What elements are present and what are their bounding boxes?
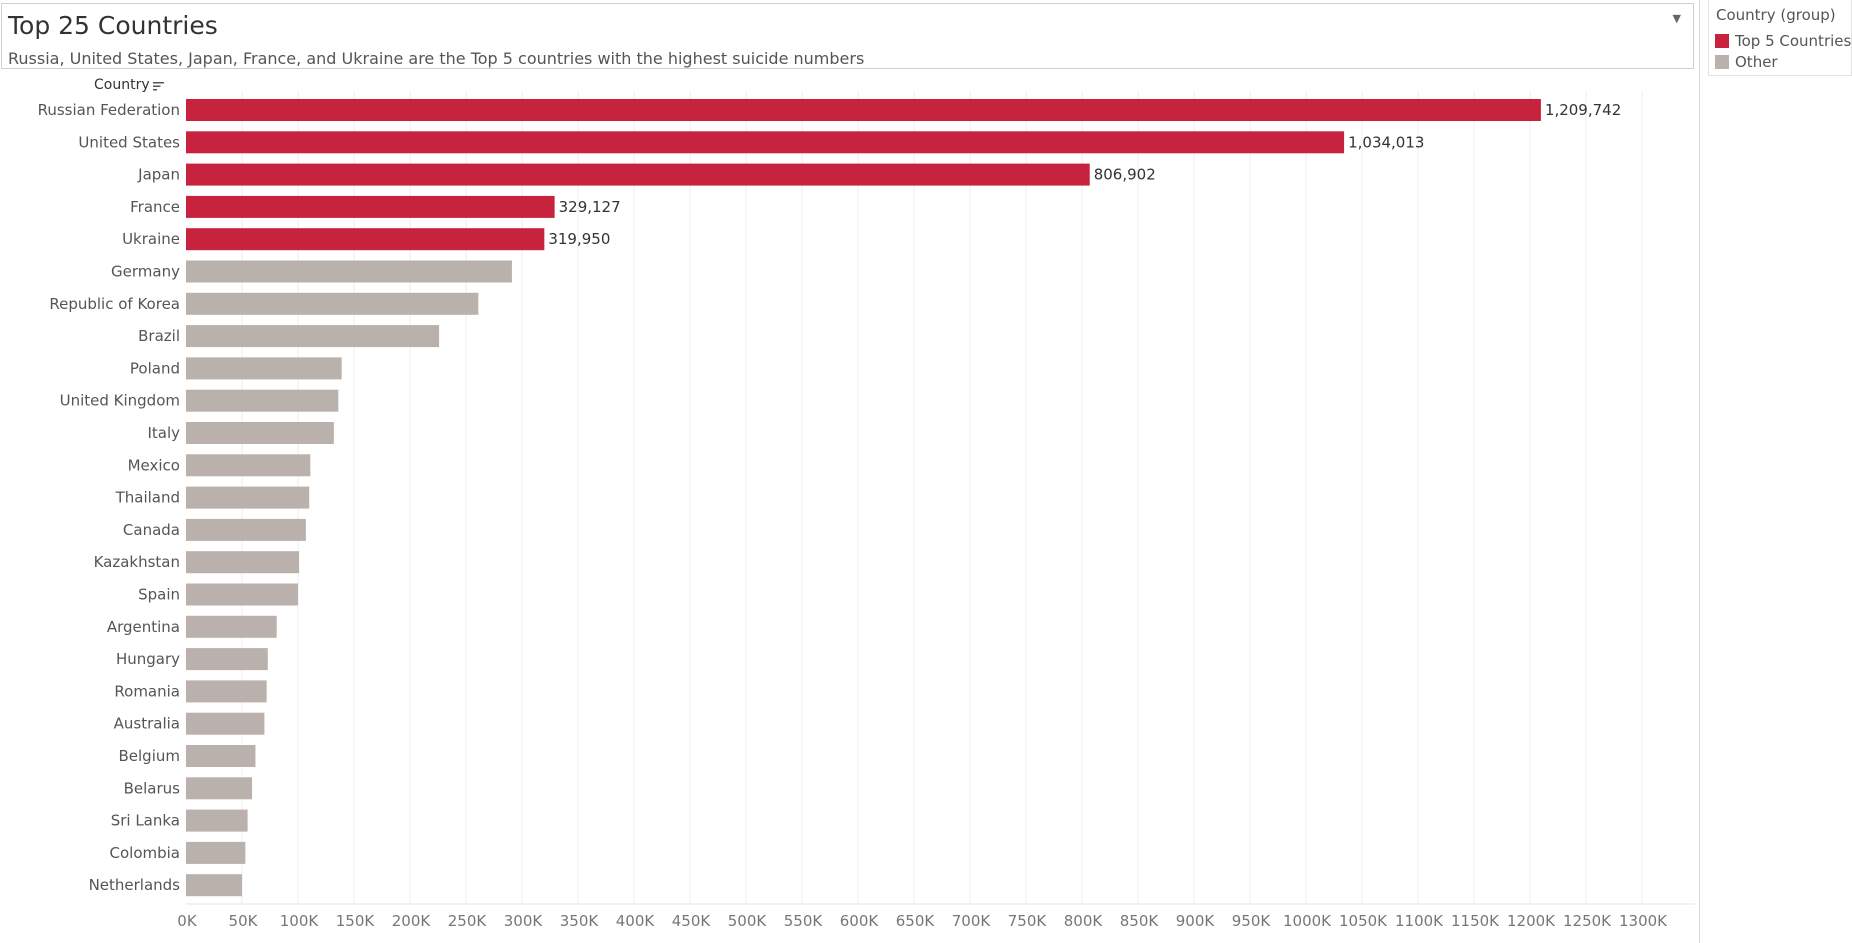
bar[interactable]	[186, 518, 306, 541]
legend-swatch-top5	[1715, 34, 1729, 48]
x-tick-label: 300K	[504, 912, 544, 930]
row-label: Belarus	[124, 779, 181, 797]
data-label: 329,127	[559, 198, 621, 216]
row-label: Netherlands	[89, 876, 181, 894]
bar[interactable]	[186, 389, 339, 412]
bar[interactable]	[186, 745, 256, 767]
x-tick-label: 250K	[448, 912, 488, 930]
sort-descending-icon[interactable]	[153, 81, 165, 91]
x-tick-label: 1050K	[1339, 912, 1388, 930]
x-tick-label: 350K	[560, 912, 600, 930]
x-tick-label: 450K	[672, 912, 712, 930]
x-tick-label: 400K	[616, 912, 656, 930]
x-tick-label: 1000K	[1283, 912, 1332, 930]
row-label: France	[130, 198, 180, 216]
row-label: Sri Lanka	[111, 812, 180, 830]
x-tick-label: 100K	[280, 912, 320, 930]
bar[interactable]	[186, 163, 1090, 186]
row-label: Romania	[114, 682, 180, 700]
bar[interactable]	[186, 195, 555, 218]
x-tick-label: 1150K	[1451, 912, 1500, 930]
data-label: 319,950	[548, 230, 610, 248]
bar[interactable]	[186, 712, 265, 735]
page-subtitle: Russia, United States, Japan, France, an…	[8, 49, 865, 68]
row-label: Thailand	[115, 489, 180, 507]
bar[interactable]	[186, 777, 253, 800]
bar[interactable]	[186, 454, 311, 477]
bar[interactable]	[186, 809, 248, 832]
legend-title: Country (group)	[1716, 6, 1836, 24]
row-label: Poland	[130, 359, 180, 377]
x-tick-label: 900K	[1176, 912, 1216, 930]
x-tick-label: 150K	[336, 912, 376, 930]
x-tick-label: 850K	[1120, 912, 1160, 930]
row-label: Spain	[138, 586, 180, 604]
bar[interactable]	[186, 325, 440, 348]
bar[interactable]	[186, 131, 1345, 154]
bar[interactable]	[186, 615, 277, 638]
x-tick-label: 950K	[1232, 912, 1272, 930]
x-tick-label: 1200K	[1507, 912, 1556, 930]
data-label: 806,902	[1094, 166, 1156, 184]
row-label: United States	[78, 133, 180, 151]
row-label: Kazakhstan	[94, 553, 180, 571]
row-label: Japan	[137, 166, 180, 184]
row-label: Ukraine	[122, 230, 180, 248]
bar[interactable]	[186, 680, 267, 703]
bar[interactable]	[186, 292, 479, 315]
country-column-header[interactable]: Country	[94, 77, 150, 93]
bar[interactable]	[186, 648, 268, 671]
bar[interactable]	[186, 99, 1541, 121]
bar[interactable]	[186, 486, 310, 509]
row-label: Argentina	[107, 618, 180, 636]
bar[interactable]	[186, 260, 512, 283]
x-tick-label: 550K	[784, 912, 824, 930]
row-label: Belgium	[119, 747, 181, 765]
panel-divider	[1699, 0, 1700, 943]
bar[interactable]	[186, 357, 342, 380]
legend-item-top5[interactable]: Top 5 Countries	[1715, 32, 1851, 50]
x-tick-label: 200K	[392, 912, 432, 930]
x-tick-label: 0K	[177, 912, 198, 930]
legend-label-other: Other	[1735, 53, 1778, 71]
chevron-down-icon[interactable]: ▼	[1672, 12, 1681, 25]
x-tick-label: 500K	[728, 912, 768, 930]
row-label: Colombia	[110, 844, 181, 862]
bar[interactable]	[186, 551, 300, 574]
row-label: Mexico	[128, 456, 180, 474]
x-tick-label: 650K	[896, 912, 936, 930]
row-label: Brazil	[138, 327, 180, 345]
bar[interactable]	[186, 583, 298, 606]
bar[interactable]	[186, 228, 545, 251]
row-label: Italy	[147, 424, 180, 442]
data-label: 1,034,013	[1348, 133, 1424, 151]
page-title: Top 25 Countries	[8, 11, 218, 40]
bar[interactable]	[186, 874, 242, 897]
x-tick-label: 700K	[952, 912, 992, 930]
x-tick-label: 1100K	[1395, 912, 1444, 930]
x-tick-label: 800K	[1064, 912, 1104, 930]
bar[interactable]	[186, 841, 246, 864]
row-label: Australia	[114, 715, 180, 733]
color-legend: Country (group) Top 5 Countries Other	[1708, 0, 1852, 76]
x-tick-label: 50K	[229, 912, 259, 930]
x-tick-label: 1250K	[1563, 912, 1612, 930]
legend-label-top5: Top 5 Countries	[1735, 32, 1852, 50]
row-label: Germany	[111, 263, 180, 281]
x-tick-label: 750K	[1008, 912, 1048, 930]
legend-item-other[interactable]: Other	[1715, 53, 1778, 71]
bar[interactable]	[186, 422, 334, 444]
data-label: 1,209,742	[1545, 101, 1621, 119]
row-label: Canada	[123, 521, 180, 539]
row-label: Hungary	[116, 650, 180, 668]
bar-chart: 0K 50K 100K 150K 200K 250K 300K 350K 400K 450K 500…	[38, 92, 1695, 930]
title-box: Top 25 Countries Russia, United States, …	[1, 3, 1694, 69]
row-label: Russian Federation	[38, 101, 180, 119]
x-tick-label: 1300K	[1619, 912, 1668, 930]
x-tick-label: 600K	[840, 912, 880, 930]
legend-swatch-other	[1715, 55, 1729, 69]
row-label: Republic of Korea	[49, 295, 180, 313]
row-label: United Kingdom	[60, 392, 180, 410]
